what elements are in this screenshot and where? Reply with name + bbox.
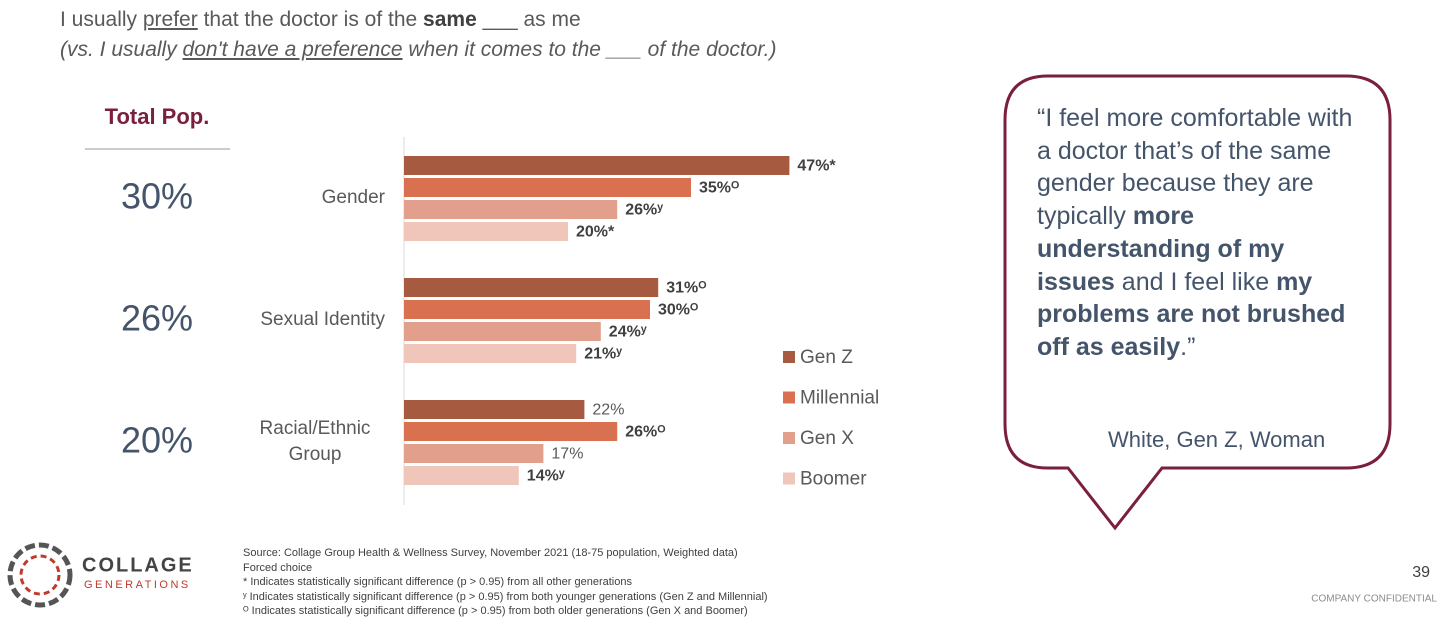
bar [404, 400, 585, 419]
bar [404, 200, 618, 219]
value-label: 21%ʸ [584, 346, 622, 363]
legend-label: Millennial [800, 388, 879, 409]
title-part: prefer [142, 8, 198, 31]
logo: COLLAGE GENERATIONS [7, 542, 194, 608]
title: I usually prefer that the doctor is of t… [60, 8, 581, 32]
footnote: Source: Collage Group Health & Wellness … [243, 547, 738, 559]
bar [404, 278, 659, 297]
bar [404, 466, 519, 485]
value-label: 14%ʸ [527, 468, 565, 485]
bar [404, 344, 577, 363]
quote-part: and I feel like [1114, 267, 1277, 296]
legend-label: Gen X [800, 428, 854, 449]
page-number: 39 [1412, 564, 1430, 581]
value-label: 22% [592, 402, 624, 419]
attribution: White, Gen Z, Woman [1108, 427, 1326, 452]
value-label: 47%* [797, 158, 836, 175]
quote-part: .” [1180, 332, 1196, 361]
title-part: ___ as me [476, 8, 581, 31]
footnotes: Source: Collage Group Health & Wellness … [243, 546, 768, 619]
quote-part: my problems are not brushed off as easil… [1037, 267, 1346, 361]
totals-title: Total Pop. [105, 104, 210, 129]
total-value: 30% [121, 176, 193, 217]
total-value: 20% [121, 420, 193, 461]
bar [404, 422, 618, 441]
subtitle-part: (vs. I usually [60, 38, 183, 61]
category-label: Racial/Ethnic Group [259, 418, 371, 465]
legend-label: Boomer [800, 469, 867, 490]
logo-ring [7, 542, 73, 608]
logo-text: COLLAGE [82, 554, 194, 576]
quote-part: more understanding of my issues [1037, 202, 1285, 296]
bar [404, 444, 544, 463]
speech-bubble [1003, 74, 1392, 531]
bar [404, 322, 601, 341]
value-label: 20%* [576, 224, 615, 241]
category-label: Gender [321, 187, 385, 208]
category-label: Sexual Identity [260, 309, 385, 330]
bar [404, 300, 650, 319]
total-value: 26% [121, 298, 193, 339]
legend-swatch [783, 472, 795, 485]
value-label: 35%ᴼ [699, 180, 739, 197]
quote: “I feel more comfortable with a doctor t… [1037, 102, 1367, 364]
footnote: ᴼ Indicates statistically significant di… [243, 605, 748, 617]
legend-swatch [783, 351, 795, 363]
title-part: I usually [60, 8, 143, 31]
footnote: Forced choice [243, 561, 313, 574]
legend-swatch [783, 391, 795, 404]
value-label: 26%ʸ [625, 202, 663, 219]
value-label: 17% [551, 446, 583, 463]
legend-swatch [783, 432, 795, 444]
subtitle-part: don't have a preference [182, 38, 403, 61]
bar [404, 156, 790, 175]
subtitle-part: when it comes to the ___ of the doctor.) [402, 38, 777, 61]
value-label: 30%ᴼ [658, 302, 698, 319]
footnote: ʸ Indicates statistically significant di… [243, 590, 768, 603]
legend-label: Gen Z [800, 347, 853, 368]
title-part: same [423, 8, 477, 31]
value-label: 26%ᴼ [625, 424, 665, 441]
logo-ring [19, 554, 61, 596]
footnote: * Indicates statistically significant di… [243, 576, 632, 588]
value-label: 31%ᴼ [666, 280, 706, 297]
title-part: that the doctor is of the [197, 8, 424, 31]
quote-part: “I feel more comfortable with a doctor t… [1037, 104, 1353, 231]
logo-text: GENERATIONS [84, 579, 191, 591]
value-label: 24%ʸ [609, 324, 647, 341]
confidential: COMPANY CONFIDENTIAL [1311, 594, 1437, 605]
subtitle: (vs. I usually don't have a preference w… [60, 38, 776, 62]
bar [404, 178, 691, 197]
bar [404, 222, 568, 241]
